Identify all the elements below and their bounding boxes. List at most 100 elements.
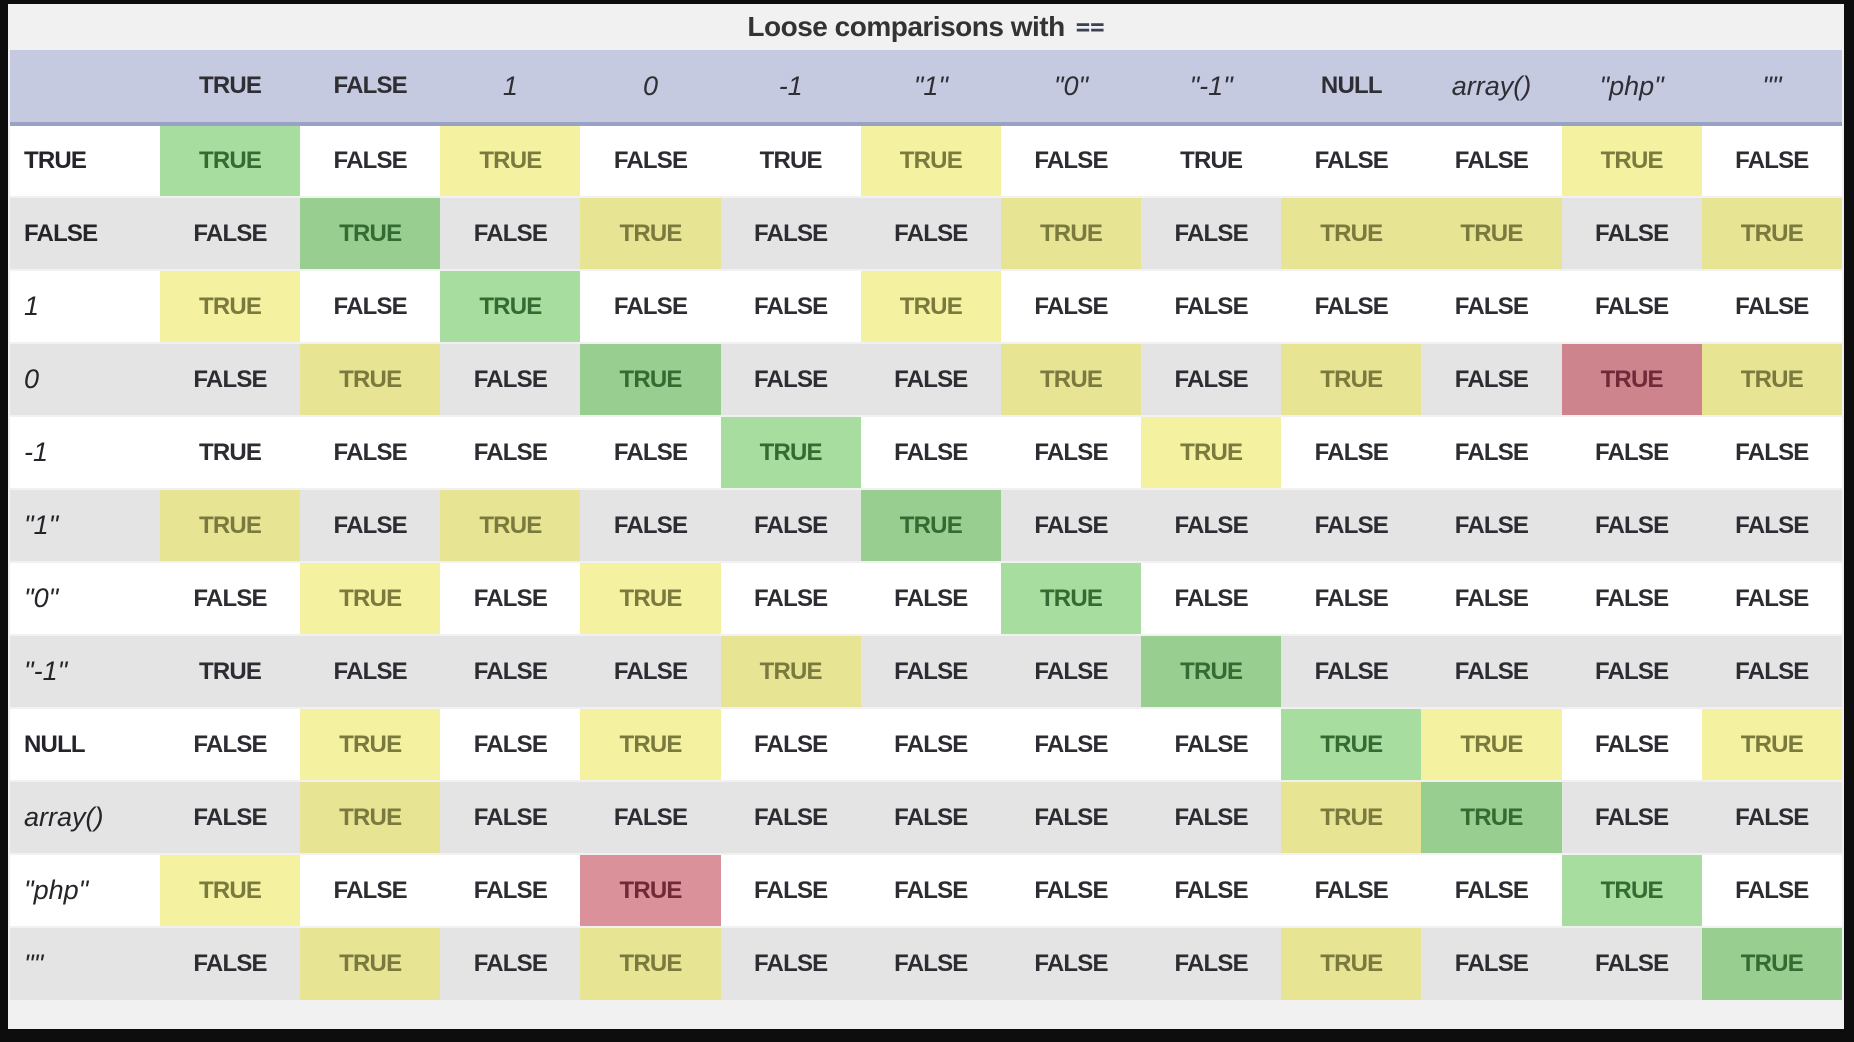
table-row: -1 TRUE FALSE FALSE FALSE TRUE FALSE FALSE TRUE F… bbox=[10, 415, 1842, 489]
comparison-cell: FALSE bbox=[860, 780, 1001, 854]
comparison-cell: FALSE bbox=[440, 634, 581, 708]
comparison-cell: FALSE bbox=[1000, 853, 1142, 927]
comparison-cell: TRUE bbox=[440, 269, 581, 343]
comparison-cell: TRUE bbox=[1281, 926, 1422, 1000]
comparison-cell: TRUE bbox=[580, 926, 721, 1000]
comparison-cell: FALSE bbox=[720, 196, 861, 270]
comparison-cell: TRUE bbox=[759, 147, 823, 174]
comparison-cell: FALSE bbox=[1421, 634, 1562, 708]
column-header: "" bbox=[1701, 50, 1842, 126]
row-header: "php" bbox=[10, 853, 160, 927]
comparison-cell: FALSE bbox=[1141, 488, 1282, 562]
comparison-cell: FALSE bbox=[300, 415, 441, 489]
comparison-cell: TRUE bbox=[860, 269, 1001, 343]
comparison-cell: FALSE bbox=[1735, 147, 1809, 174]
comparison-cell: FALSE bbox=[1421, 561, 1562, 635]
comparison-cell: FALSE bbox=[860, 853, 1001, 927]
table-row: NULL FALSE TRUE FALSE TRUE FALSE FALSE FALSE FAL… bbox=[10, 707, 1842, 781]
comparison-cell: FALSE bbox=[580, 780, 721, 854]
comparison-cell: TRUE bbox=[1281, 707, 1422, 781]
comparison-cell: FALSE bbox=[1141, 926, 1282, 1000]
comparison-cell: FALSE bbox=[1000, 926, 1142, 1000]
table-row: TRUE TRUE FALSE TRUE FALSE TRUE TRUE FALSE TRUE F… bbox=[10, 124, 1842, 197]
comparison-cell: FALSE bbox=[720, 342, 861, 416]
column-header: "1" bbox=[860, 50, 1001, 126]
comparison-cell: TRUE bbox=[300, 707, 441, 781]
comparison-cell: TRUE bbox=[160, 269, 301, 343]
comparison-cell: FALSE bbox=[720, 269, 861, 343]
row-header: TRUE bbox=[24, 147, 87, 174]
comparison-cell: FALSE bbox=[1034, 147, 1108, 174]
comparison-cell: FALSE bbox=[1561, 926, 1702, 1000]
table-row: "0" FALSE TRUE FALSE TRUE FALSE FALSE TRUE FALSE… bbox=[10, 561, 1842, 635]
comparison-cell: TRUE bbox=[1141, 415, 1282, 489]
comparison-cell: TRUE bbox=[1281, 780, 1422, 854]
row-header: "1" bbox=[10, 488, 160, 562]
row-header: "0" bbox=[10, 561, 160, 635]
comparison-cell: TRUE bbox=[1561, 853, 1702, 927]
comparison-cell: FALSE bbox=[1421, 853, 1562, 927]
comparison-cell: FALSE bbox=[1701, 634, 1842, 708]
table-row: "php" TRUE FALSE FALSE TRUE FALSE FALSE FALSE FA… bbox=[10, 853, 1842, 927]
comparison-cell: FALSE bbox=[860, 926, 1001, 1000]
comparison-cell: TRUE bbox=[1561, 342, 1702, 416]
comparison-cell: FALSE bbox=[1281, 269, 1422, 343]
column-header: array() bbox=[1421, 50, 1562, 126]
row-header: -1 bbox=[10, 415, 160, 489]
table-row: 1 TRUE FALSE TRUE FALSE FALSE TRUE FALSE FALSE FA… bbox=[10, 269, 1842, 343]
comparison-cell: FALSE bbox=[1000, 780, 1142, 854]
comparison-cell: TRUE bbox=[580, 561, 721, 635]
comparison-cell: TRUE bbox=[720, 634, 861, 708]
comparison-cell: TRUE bbox=[160, 853, 301, 927]
column-header: -1 bbox=[720, 50, 861, 126]
comparison-cell: FALSE bbox=[860, 342, 1001, 416]
column-header: TRUE bbox=[160, 50, 301, 126]
comparison-cell: FALSE bbox=[1701, 415, 1842, 489]
table-header: TRUE FALSE 1 0 -1 "1" "0" "-1" NULL array() "php" "… bbox=[10, 50, 1842, 126]
comparison-cell: TRUE bbox=[300, 342, 441, 416]
comparison-cell: FALSE bbox=[333, 147, 408, 174]
comparison-cell: FALSE bbox=[1421, 926, 1562, 1000]
table-row: "" FALSE TRUE FALSE TRUE FALSE FALSE FALSE FALSE… bbox=[10, 926, 1842, 1000]
corner-cell bbox=[10, 50, 160, 126]
comparison-cell: FALSE bbox=[860, 415, 1001, 489]
loose-comparison-table: TRUE FALSE 1 0 -1 "1" "0" "-1" NULL array() "php" "… bbox=[10, 50, 1842, 1000]
comparison-cell: FALSE bbox=[1281, 561, 1422, 635]
comparison-cell: FALSE bbox=[1421, 488, 1562, 562]
column-header: "php" bbox=[1561, 50, 1702, 126]
comparison-cell: TRUE bbox=[1000, 196, 1142, 270]
table-row: FALSE FALSE TRUE FALSE TRUE FALSE FALSE TRUE FAL… bbox=[10, 196, 1842, 270]
comparison-cell: FALSE bbox=[440, 342, 581, 416]
column-header: NULL bbox=[1281, 50, 1422, 126]
comparison-cell: FALSE bbox=[300, 634, 441, 708]
comparison-cell: FALSE bbox=[160, 342, 301, 416]
comparison-cell: FALSE bbox=[300, 488, 441, 562]
comparison-cell: TRUE bbox=[160, 488, 301, 562]
comparison-cell: TRUE bbox=[720, 415, 861, 489]
comparison-cell: FALSE bbox=[1141, 707, 1282, 781]
comparison-cell: FALSE bbox=[1000, 415, 1142, 489]
comparison-cell: FALSE bbox=[1701, 780, 1842, 854]
table-title: Loose comparisons with == bbox=[8, 4, 1844, 50]
comparison-cell: TRUE bbox=[1701, 926, 1842, 1000]
comparison-cell: FALSE bbox=[720, 561, 861, 635]
comparison-cell: TRUE bbox=[300, 561, 441, 635]
comparison-cell: FALSE bbox=[440, 926, 581, 1000]
comparison-cell: TRUE bbox=[1701, 196, 1842, 270]
comparison-cell: FALSE bbox=[160, 780, 301, 854]
comparison-cell: TRUE bbox=[300, 780, 441, 854]
column-header: "-1" bbox=[1141, 50, 1282, 126]
row-header: FALSE bbox=[10, 196, 160, 270]
comparison-cell: FALSE bbox=[440, 561, 581, 635]
table-body: TRUE TRUE FALSE TRUE FALSE TRUE TRUE FALSE TRUE F… bbox=[10, 124, 1842, 1000]
comparison-cell: FALSE bbox=[300, 853, 441, 927]
comparison-cell: FALSE bbox=[160, 707, 301, 781]
comparison-cell: TRUE bbox=[580, 707, 721, 781]
table-row: array() FALSE TRUE FALSE FALSE FALSE FALSE FALS… bbox=[10, 780, 1842, 854]
comparison-cell: TRUE bbox=[1000, 342, 1142, 416]
comparison-cell: FALSE bbox=[1561, 707, 1702, 781]
comparison-cell: TRUE bbox=[860, 124, 1001, 197]
comparison-cell: TRUE bbox=[1000, 561, 1142, 635]
comparison-cell: FALSE bbox=[1141, 269, 1282, 343]
comparison-cell: FALSE bbox=[1561, 196, 1702, 270]
